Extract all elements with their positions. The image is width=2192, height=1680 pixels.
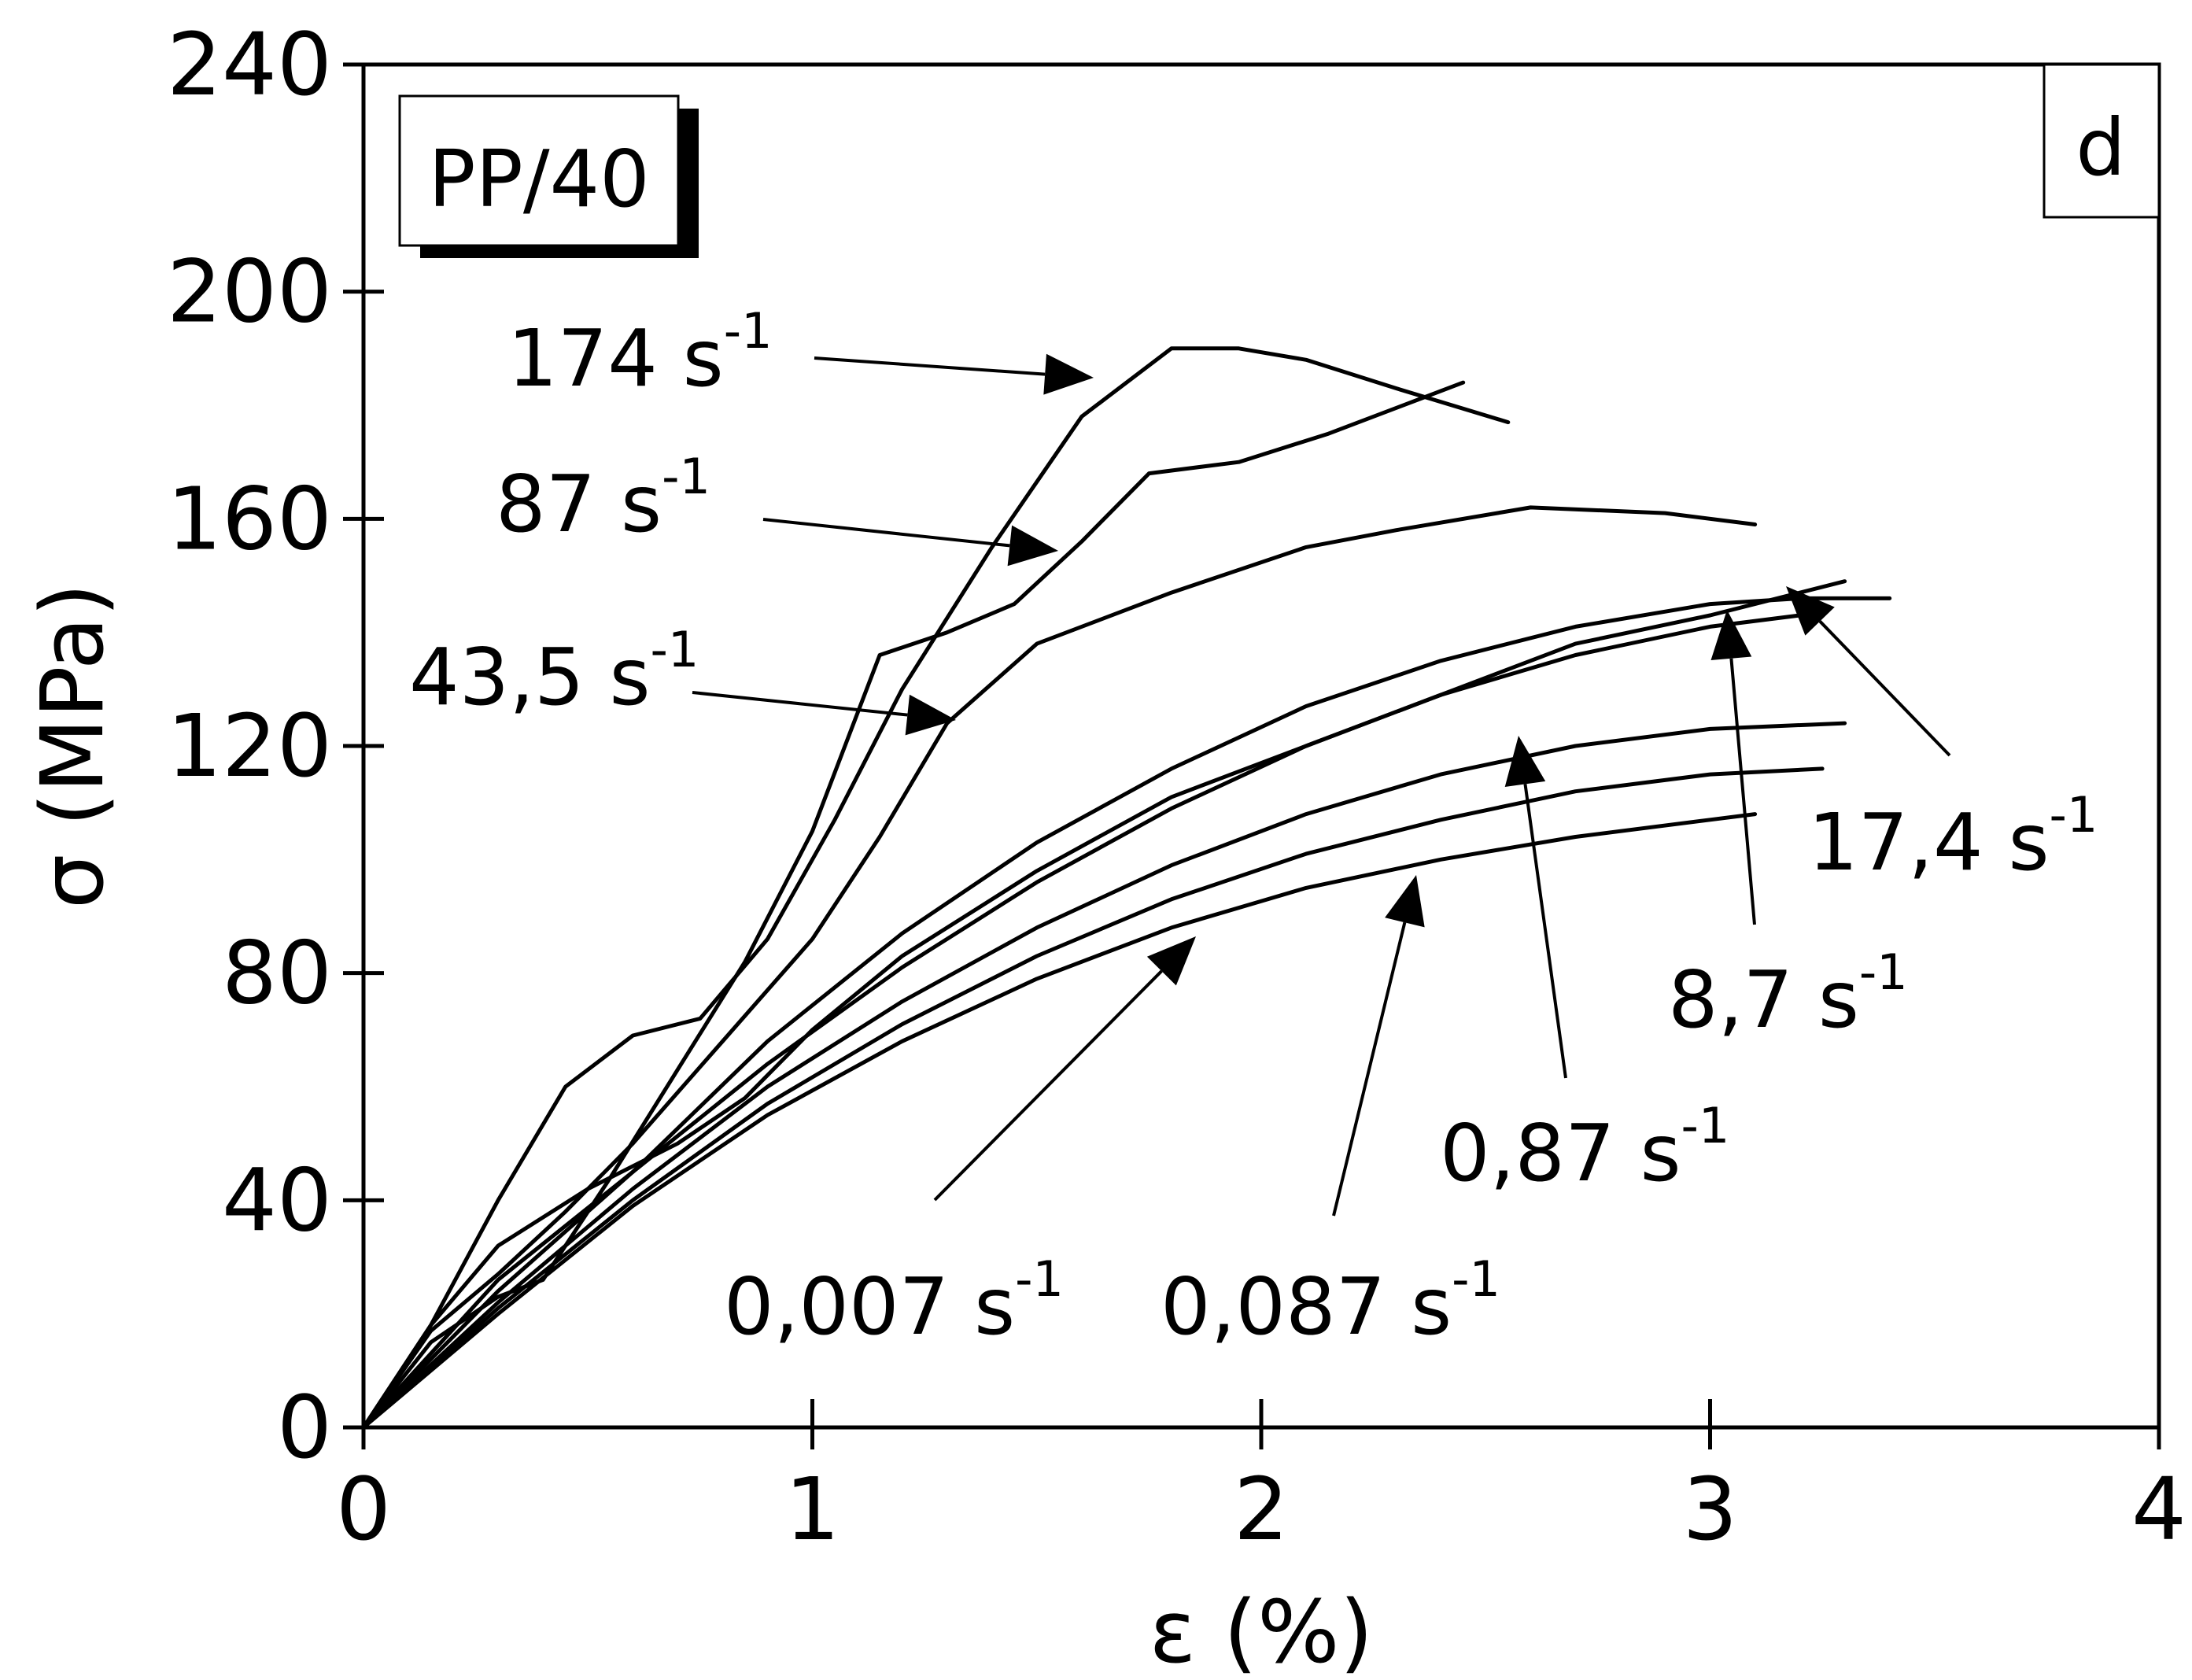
series-line-7 <box>361 380 1466 1430</box>
series-arrow-line-0 <box>933 969 1163 1202</box>
series-arrow-line-5 <box>692 691 908 717</box>
x-tick-label: 1 <box>785 1459 840 1560</box>
series-label-rate: 0,87 s <box>1440 1107 1681 1199</box>
series-arrow-line-1 <box>1332 921 1407 1217</box>
series-label-rate: 0,087 s <box>1161 1261 1452 1353</box>
series-arrow-line-3 <box>1729 658 1756 925</box>
y-tick-label: 160 <box>167 468 332 569</box>
series-label-exponent: -1 <box>651 621 699 678</box>
series-label-exponent: -1 <box>1015 1250 1064 1308</box>
x-axis-title: ε (%) <box>1150 1582 1374 1680</box>
x-tick-label: 3 <box>1683 1459 1738 1560</box>
series-curves <box>361 346 1892 1430</box>
y-tick-label: 80 <box>222 923 332 1024</box>
series-arrow-head-3 <box>1710 610 1752 661</box>
plot-frame <box>361 62 2161 1430</box>
sample-label: PP/40 <box>428 133 650 225</box>
series-line-6 <box>361 505 1758 1430</box>
series-line-0 <box>361 812 1758 1430</box>
y-tick-label: 240 <box>167 14 332 115</box>
series-label-3: 8,7 s-1 <box>1668 943 1908 1046</box>
series-label-rate: 8,7 s <box>1668 954 1859 1046</box>
y-axis-title: σ (MPa) <box>22 583 123 909</box>
series-arrow-head-7 <box>1043 353 1094 395</box>
x-tick-labels: 0 1 2 3 4 <box>336 1459 2186 1560</box>
series-arrow-head-1 <box>1385 875 1425 928</box>
series-label-1: 0,087 s-1 <box>1161 1250 1500 1353</box>
series-arrows <box>692 353 1951 1217</box>
series-label-exponent: -1 <box>1859 943 1908 1001</box>
series-labels: 0,007 s-1 0,087 s-10,87 s-18,7 s-117,4 s-… <box>409 302 2098 1353</box>
panel-label: d <box>2076 102 2125 194</box>
series-label-6: 87 s-1 <box>496 448 710 550</box>
series-line-8 <box>361 346 1511 1430</box>
series-label-rate: 17,4 s <box>1808 796 2050 888</box>
x-tick-label: 4 <box>2131 1459 2186 1560</box>
x-tick-label: 0 <box>336 1459 391 1560</box>
series-label-rate: 174 s <box>507 312 724 404</box>
panel-label-box: d <box>2043 63 2161 219</box>
x-tick-label: 2 <box>1234 1459 1289 1560</box>
y-tick-labels: 0 40 80 120 160 200 240 <box>167 14 332 1478</box>
series-arrow-head-4 <box>1786 586 1835 636</box>
axis-ticks <box>343 62 2161 1449</box>
y-tick-label: 40 <box>222 1150 332 1250</box>
y-tick-label: 200 <box>167 242 332 342</box>
series-label-2: 0,87 s-1 <box>1440 1097 1729 1199</box>
series-label-rate: 43,5 s <box>409 631 651 723</box>
sample-label-box: PP/40 <box>398 94 699 258</box>
series-label-exponent: -1 <box>1681 1097 1730 1154</box>
series-arrow-line-4 <box>1818 620 1951 757</box>
y-tick-label: 120 <box>167 696 332 796</box>
series-line-4 <box>361 596 1892 1430</box>
series-label-rate: 0,007 s <box>724 1261 1015 1353</box>
series-arrow-head-6 <box>1007 525 1058 567</box>
series-line-5 <box>361 579 1847 1430</box>
series-label-exponent: -1 <box>662 448 710 505</box>
series-label-7: 174 s-1 <box>507 302 773 404</box>
series-label-4: 17,4 s-1 <box>1808 786 2098 888</box>
series-line-2 <box>361 721 1847 1430</box>
sample-label-frame <box>398 94 680 247</box>
series-label-5: 43,5 s-1 <box>409 621 699 723</box>
y-tick-label: 0 <box>277 1377 332 1478</box>
series-arrow-head-0 <box>1146 936 1196 986</box>
series-label-rate: 87 s <box>496 458 662 550</box>
series-label-0: 0,007 s-1 <box>724 1250 1064 1353</box>
series-label-exponent: -1 <box>724 302 773 360</box>
series-line-1 <box>361 766 1825 1430</box>
series-label-exponent: -1 <box>2050 786 2098 844</box>
series-arrow-head-5 <box>905 694 956 736</box>
series-arrow-head-2 <box>1504 736 1546 787</box>
series-arrow-line-6 <box>762 518 1010 548</box>
series-arrow-line-7 <box>814 356 1046 376</box>
series-arrow-line-2 <box>1523 784 1567 1079</box>
series-line-3 <box>361 613 1803 1430</box>
panel-label-frame <box>2043 63 2161 219</box>
series-label-exponent: -1 <box>1452 1250 1500 1308</box>
